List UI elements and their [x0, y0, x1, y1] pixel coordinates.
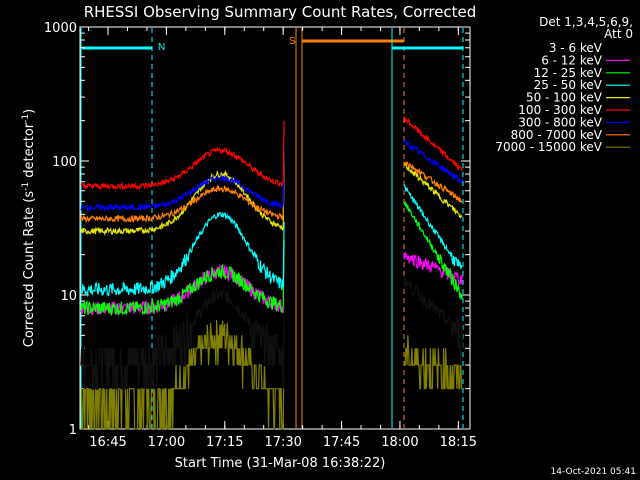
series-line-300-800kev — [403, 139, 463, 184]
x-tick-label: 17:00 — [148, 435, 185, 450]
series-line-12-25kev — [403, 200, 463, 300]
y-tick-label: 100 — [52, 155, 77, 170]
y-tick-label: 1000 — [44, 21, 77, 36]
series-line-300-800kev — [80, 139, 285, 213]
x-tick-label: 16:45 — [89, 435, 126, 450]
night-label: N — [158, 42, 165, 53]
series-line-50-100kev — [403, 161, 463, 219]
series-line-25-50kev — [80, 212, 285, 298]
legend-label: 50 - 100 keV — [526, 91, 603, 105]
legend-header-att: Att 0 — [604, 27, 633, 41]
chart-title: RHESSI Observing Summary Count Rates, Co… — [84, 3, 477, 21]
plot-timestamp: 14-Oct-2021 05:41 — [551, 467, 636, 477]
legend-label: 800 - 7000 keV — [511, 128, 603, 142]
series-line-100-300kev — [80, 120, 285, 192]
series-line-25-50kev — [403, 184, 463, 269]
saa-label: S — [289, 36, 296, 47]
orbit-markers: N S — [80, 28, 464, 428]
x-axis-label: Start Time (31-Mar-08 16:38:22) — [175, 456, 386, 471]
series-line-100-300kev — [403, 114, 463, 172]
legend-label: 100 - 300 keV — [518, 103, 602, 117]
axis-ticks: 16:45 17:00 17:15 17:30 17:45 18:00 18:15 1 10 10… — [44, 21, 477, 450]
x-tick-label: 18:15 — [440, 435, 477, 450]
legend-label: 3 - 6 keV — [549, 41, 603, 55]
series-line-50-100kev — [80, 163, 285, 236]
legend-label: 300 - 800 keV — [518, 115, 602, 129]
series-line-7000-15000kev — [403, 335, 463, 390]
y-tick-label: 1 — [69, 423, 77, 438]
y-tick-label: 10 — [60, 289, 77, 304]
legend-label: 25 - 50 keV — [534, 78, 603, 92]
legend-label: 12 - 25 keV — [534, 66, 603, 80]
series-curves — [80, 114, 464, 430]
series-line-800-7000kev — [80, 151, 285, 224]
series-line-12-25kev — [80, 240, 285, 316]
y-axis-label: Corrected Count Rate (s-1 detector-1) — [21, 109, 37, 347]
legend-header: Det 1,3,4,5,6,9, — [539, 15, 633, 29]
x-tick-label: 18:00 — [381, 435, 418, 450]
x-tick-label: 17:30 — [264, 435, 301, 450]
legend-label: 7000 - 15000 keV — [495, 140, 602, 154]
series-line-3-6kev — [80, 287, 285, 390]
series-line-3-6kev — [403, 275, 463, 366]
series-line-800-7000kev — [403, 160, 463, 203]
x-tick-label: 17:45 — [323, 435, 360, 450]
legend-label: 6 - 12 keV — [541, 53, 603, 67]
x-tick-label: 17:15 — [206, 435, 243, 450]
